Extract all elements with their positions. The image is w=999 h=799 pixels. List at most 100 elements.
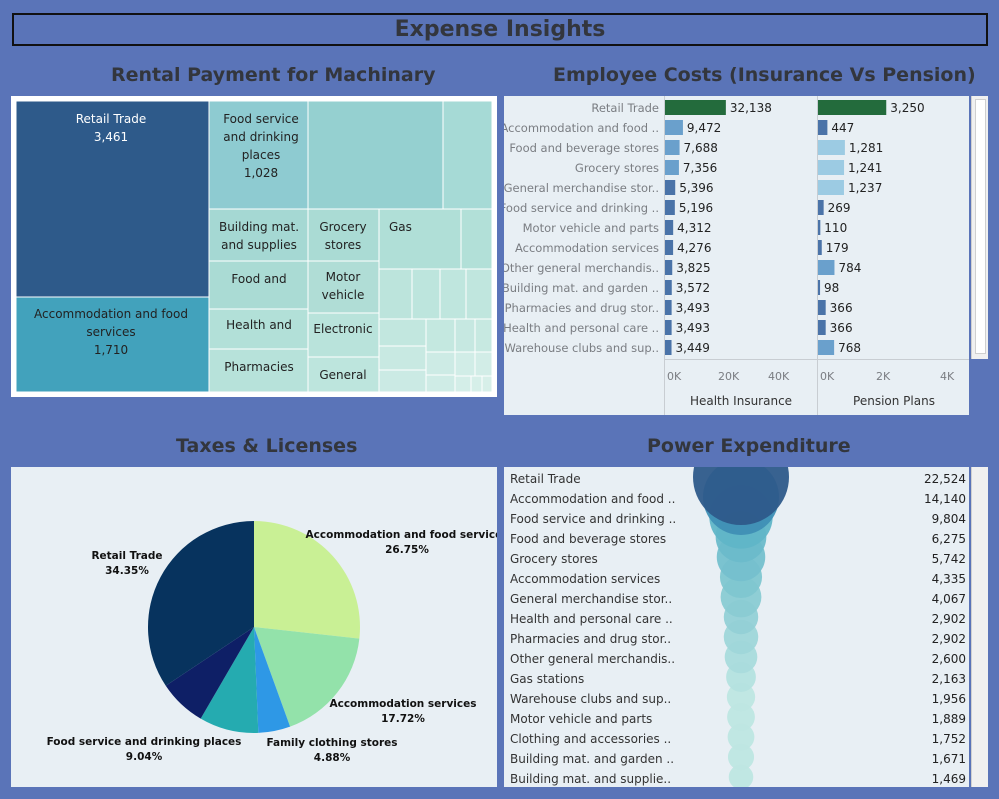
employee-category-label: Motor vehicle and parts — [523, 221, 659, 235]
employee-category-label: General merchandise stor.. — [504, 181, 659, 195]
taxes-title: Taxes & Licenses — [176, 435, 358, 457]
pension-plan-value: 98 — [824, 281, 839, 295]
health-insurance-value: 9,472 — [687, 121, 721, 135]
power-scrollbar[interactable] — [971, 467, 988, 787]
health-insurance-value: 5,196 — [679, 201, 713, 215]
power-category-label: Health and personal care .. — [510, 612, 673, 626]
pension-plan-bar — [818, 260, 835, 275]
health-insurance-bar — [665, 300, 672, 315]
power-category-label: Food and beverage stores — [510, 532, 666, 546]
pension-plan-value: 784 — [838, 261, 861, 275]
health-insurance-bar — [665, 200, 675, 215]
employee-scrollbar-thumb[interactable] — [975, 99, 986, 354]
pie-slice-label: Family clothing stores — [266, 737, 397, 749]
pie-slice — [200, 627, 259, 733]
treemap-tile-label: General — [319, 368, 366, 382]
pension-plan-bar — [818, 340, 835, 355]
power-value-label: 2,600 — [932, 652, 966, 666]
treemap-tile — [425, 318, 456, 353]
health-insurance-value: 5,396 — [679, 181, 713, 195]
treemap-tile — [481, 375, 493, 393]
treemap-tile-value: 1,710 — [94, 343, 128, 357]
treemap-tile-label: places — [242, 148, 281, 162]
power-category-label: Accommodation services — [510, 572, 660, 586]
pension-plan-bar — [818, 100, 887, 115]
power-value-label: 6,275 — [932, 532, 966, 546]
pension-plan-bar — [818, 240, 822, 255]
treemap-tile — [378, 318, 427, 347]
treemap-tile-label: Pharmacies — [224, 360, 294, 374]
pension-plan-bar — [818, 320, 826, 335]
treemap-tile — [378, 268, 413, 320]
health-insurance-bar — [665, 280, 672, 295]
health-insurance-bar — [665, 340, 672, 355]
health-insurance-value: 32,138 — [730, 101, 772, 115]
treemap-tile — [208, 260, 309, 310]
pie-slice — [165, 627, 254, 719]
pension-plan-value: 1,237 — [848, 181, 882, 195]
treemap-tile-value: 3,461 — [94, 130, 128, 144]
power-category-label: Building mat. and supplie.. — [510, 772, 671, 786]
employee-scrollbar[interactable] — [971, 96, 988, 359]
treemap-tile — [15, 296, 210, 393]
treemap-tile-label: Electronic — [313, 322, 372, 336]
dashboard-banner: Expense Insights — [12, 13, 988, 46]
pension-plan-bar — [818, 220, 821, 235]
treemap-tile — [474, 351, 493, 377]
treemap-tile — [307, 312, 380, 358]
employee-category-label: Food and beverage stores — [509, 141, 659, 155]
treemap-svg: Retail Trade 3,461 Accommodation and food s… — [15, 100, 493, 393]
health-insurance-bar — [665, 140, 680, 155]
treemap-tile — [454, 351, 476, 377]
pie-slice-percent: 26.75% — [385, 544, 429, 556]
health-insurance-bar — [665, 180, 676, 195]
pie-slice-label: Food service and drinking places — [47, 736, 242, 748]
treemap-tile-label: Food service — [223, 112, 299, 126]
pie-slice-percent: 4.88% — [314, 752, 351, 764]
health-insurance-bar — [665, 220, 674, 235]
power-value-label: 2,163 — [932, 672, 966, 686]
pension-plan-bar — [818, 160, 845, 175]
health-insurance-bar — [665, 260, 673, 275]
pension-plan-value: 366 — [830, 321, 853, 335]
treemap-tile — [15, 100, 210, 298]
treemap-tile — [307, 260, 380, 314]
power-expenditure-chart[interactable]: Retail Trade 22,524 Accommodation and food… — [504, 467, 969, 787]
pie-svg: Accommodation and food services 26.75% Acc… — [47, 521, 508, 764]
treemap-tile — [208, 348, 309, 393]
employee-costs-chart[interactable]: Retail Trade 32,138 3,250 Accommodation and… — [504, 96, 969, 415]
pension-plan-bar — [818, 200, 824, 215]
treemap-tile — [208, 100, 309, 210]
treemap-tile-label: Motor — [326, 270, 361, 284]
pension-tick-label: 2K — [876, 370, 891, 383]
taxes-pie-chart[interactable]: Accommodation and food services 26.75% Acc… — [11, 467, 508, 787]
pension-tick-label: 4K — [940, 370, 955, 383]
pie-slice — [148, 521, 254, 686]
health-insurance-axis-title: Health Insurance — [690, 394, 792, 408]
employee-category-label: Health and personal care .. — [504, 321, 659, 335]
employee-category-label: Accommodation and food .. — [504, 121, 659, 135]
power-category-label: Gas stations — [510, 672, 584, 686]
power-category-label: Warehouse clubs and sup.. — [510, 692, 671, 706]
power-title: Power Expenditure — [647, 435, 851, 457]
treemap-tile — [474, 318, 493, 353]
treemap-tile-label: Building mat. — [219, 220, 299, 234]
power-value-label: 1,889 — [932, 712, 966, 726]
pie-slice — [254, 521, 360, 639]
rental-treemap[interactable]: Retail Trade 3,461 Accommodation and food s… — [11, 96, 497, 397]
power-value-label: 1,469 — [932, 772, 966, 786]
treemap-tile-label: and drinking — [223, 130, 298, 144]
power-category-label: Motor vehicle and parts — [510, 712, 652, 726]
treemap-tile — [411, 268, 441, 320]
power-value-label: 1,671 — [932, 752, 966, 766]
treemap-tile — [378, 369, 427, 393]
treemap-tile-label: and supplies — [221, 238, 297, 252]
pie-slice-percent: 17.72% — [381, 713, 425, 725]
dashboard-title: Expense Insights — [394, 17, 606, 42]
treemap-tile — [378, 208, 462, 270]
treemap-tile — [470, 375, 483, 393]
treemap-tile — [439, 268, 467, 320]
health-insurance-bar — [665, 160, 679, 175]
power-value-label: 9,804 — [932, 512, 966, 526]
power-value-label: 5,742 — [932, 552, 966, 566]
